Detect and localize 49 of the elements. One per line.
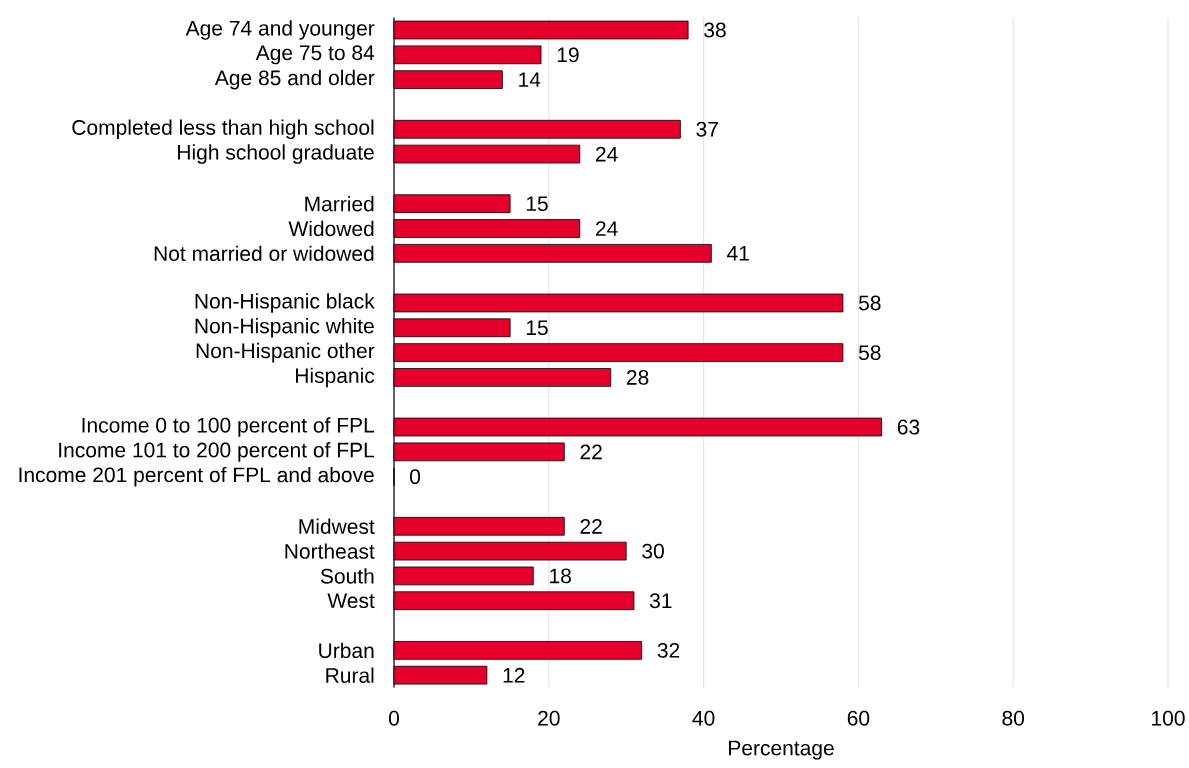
data-label: 31 <box>649 593 672 609</box>
y-tick-label: Age 74 and younger <box>185 20 375 40</box>
data-label: 24 <box>596 146 618 162</box>
y-tick-label: Non-Hispanic other <box>196 342 375 363</box>
data-label: 38 <box>704 22 726 38</box>
data-label: 22 <box>580 444 602 460</box>
data-label: 18 <box>550 568 571 584</box>
data-label: 15 <box>526 196 548 212</box>
y-tick-label: Age 85 and older <box>214 69 375 90</box>
data-label: 22 <box>580 518 602 534</box>
x-tick-label: 40 <box>692 710 715 726</box>
x-tick-label: 80 <box>1002 710 1025 726</box>
y-tick-label: Income 101 to 200 percent of FPL <box>59 442 375 462</box>
data-label: 41 <box>727 246 749 261</box>
y-tick-label: Rural <box>326 667 374 683</box>
y-tick-label: West <box>327 593 375 609</box>
data-label: 28 <box>626 369 649 385</box>
y-tick-label: Widowed <box>288 220 374 237</box>
data-label: 63 <box>897 419 920 435</box>
y-tick-label: Not married or widowed <box>154 245 374 262</box>
x-axis-title: Percentage <box>729 740 834 760</box>
y-tick-label: Hispanic <box>296 367 375 388</box>
data-label: 14 <box>519 72 541 87</box>
y-tick-label: South <box>320 568 374 584</box>
data-label: 58 <box>858 345 881 361</box>
data-label: 12 <box>503 667 525 683</box>
y-tick-label: High school graduate <box>178 144 374 164</box>
y-tick-label: Northeast <box>285 543 375 559</box>
y-tick-label: Income 201 percent of FPL and above <box>19 466 374 487</box>
x-tick-label: 20 <box>538 710 560 726</box>
y-tick-label: Midwest <box>299 518 375 535</box>
data-label: 32 <box>657 642 680 658</box>
x-tick-label: 100 <box>1152 710 1185 726</box>
y-tick-label: Married <box>305 196 374 212</box>
data-label: 37 <box>696 121 718 137</box>
data-label: 15 <box>526 320 548 336</box>
data-label: 30 <box>642 543 664 559</box>
y-tick-label: Urban <box>319 642 374 659</box>
x-tick-label: 0 <box>388 710 400 726</box>
y-tick-label: Age 75 to 84 <box>255 45 375 65</box>
y-tick-label: Non-Hispanic black <box>195 293 375 313</box>
x-tick-label: 60 <box>847 710 870 726</box>
data-label: 0 <box>410 469 421 485</box>
data-label: 58 <box>858 295 881 311</box>
data-label: 19 <box>557 47 579 63</box>
data-label: 24 <box>596 221 618 236</box>
y-tick-label: Completed less than high school <box>72 119 374 140</box>
y-tick-label: Income 0 to 100 percent of FPL <box>82 417 375 437</box>
y-tick-label: Non-Hispanic white <box>195 318 374 338</box>
